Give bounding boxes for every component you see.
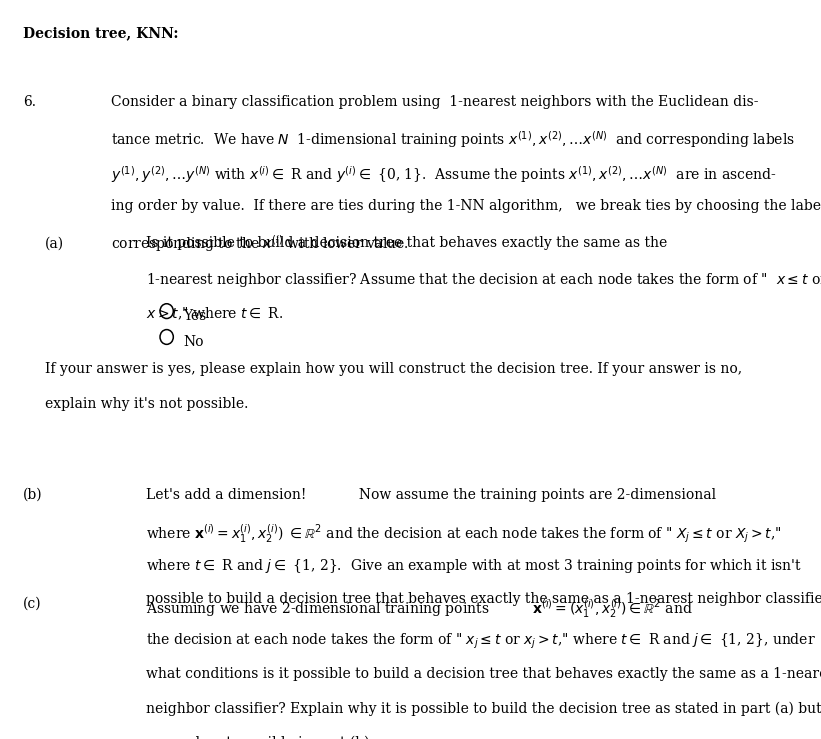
- Text: possible to build a decision tree that behaves exactly the same as a 1-nearest n: possible to build a decision tree that b…: [146, 592, 821, 606]
- Text: where $\mathbf{x}^{(i)} = x_1^{(i)}, x_2^{(i)}$) $\in\mathbb{R}^2$ and the decis: where $\mathbf{x}^{(i)} = x_1^{(i)}, x_2…: [146, 522, 782, 545]
- Text: Assuming we have 2-dimensional training points          $\mathbf{x}^{(i)} = (x_1: Assuming we have 2-dimensional training …: [146, 597, 693, 619]
- Text: Is it possible to build a decision tree that behaves exactly the same as the: Is it possible to build a decision tree …: [146, 236, 667, 251]
- Text: (b): (b): [23, 488, 43, 502]
- Text: No: No: [183, 335, 204, 349]
- Text: where $t \in$ R and $j \in$ {1, 2}.  Give an example with at most 3 training poi: where $t \in$ R and $j \in$ {1, 2}. Give…: [146, 557, 802, 575]
- Text: tance metric.  We have $N$  1-dimensional training points $x^{(1)}, x^{(2)}, \ld: tance metric. We have $N$ 1-dimensional …: [111, 129, 795, 150]
- Text: Decision tree, KNN:: Decision tree, KNN:: [23, 26, 178, 40]
- Text: Consider a binary classification problem using  1-nearest neighbors with the Euc: Consider a binary classification problem…: [111, 95, 759, 109]
- Text: the decision at each node takes the form of " $x_j  \leq t$ or $x_j > t$," where: the decision at each node takes the form…: [146, 632, 816, 651]
- Text: $y^{(1)}, y^{(2)}, \ldots y^{(N)}$ with $x^{(i)} \in$ R and $y^{(i)} \in$ {0, 1}: $y^{(1)}, y^{(2)}, \ldots y^{(N)}$ with …: [111, 164, 776, 185]
- Text: ing order by value.  If there are ties during the 1-NN algorithm,   we break tie: ing order by value. If there are ties du…: [111, 199, 821, 213]
- Text: Yes: Yes: [183, 309, 206, 323]
- Text: 6.: 6.: [23, 95, 36, 109]
- Text: what conditions is it possible to build a decision tree that behaves exactly the: what conditions is it possible to build …: [146, 667, 821, 681]
- Text: explain why it's not possible.: explain why it's not possible.: [45, 397, 249, 411]
- Text: (c): (c): [23, 597, 42, 611]
- Text: 1-nearest neighbor classifier? Assume that the decision at each node takes the f: 1-nearest neighbor classifier? Assume th…: [146, 271, 821, 289]
- Text: corresponding to the $x^{(i)}$ with lower value.: corresponding to the $x^{(i)}$ with lowe…: [111, 234, 409, 254]
- Text: If your answer is yes, please explain how you will construct the decision tree. : If your answer is yes, please explain ho…: [45, 362, 742, 376]
- Text: Let's add a dimension!            Now assume the training points are 2-dimension: Let's add a dimension! Now assume the tr…: [146, 488, 716, 502]
- Text: general, not possible in part (b).: general, not possible in part (b).: [146, 736, 374, 739]
- Text: $x > t$," where $t \in$ R.: $x > t$," where $t \in$ R.: [146, 306, 283, 322]
- Text: (a): (a): [45, 236, 64, 251]
- Text: neighbor classifier? Explain why it is possible to build the decision tree as st: neighbor classifier? Explain why it is p…: [146, 701, 821, 715]
